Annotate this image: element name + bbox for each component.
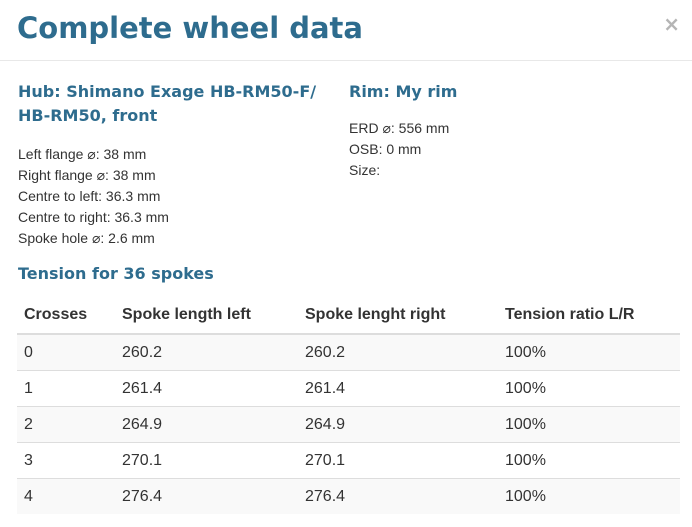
rim-section: Rim: My rim ERD ⌀: 556 mm OSB: 0 mm Size… (349, 80, 669, 181)
cell-crosses: 4 (17, 478, 115, 514)
cell-length-right: 260.2 (298, 333, 498, 371)
hub-spec-list: Left flange ⌀: 38 mm Right flange ⌀: 38 … (18, 144, 338, 249)
cell-tension-ratio: 100% (498, 333, 680, 371)
close-icon[interactable]: × (663, 12, 680, 36)
column-header-crosses: Crosses (17, 297, 115, 335)
rim-spec-osb: OSB: 0 mm (349, 141, 422, 157)
rim-spec-list: ERD ⌀: 556 mm OSB: 0 mm Size: (349, 118, 669, 181)
cell-tension-ratio: 100% (498, 442, 680, 479)
column-header-length-right: Spoke lenght right (298, 297, 498, 335)
cell-tension-ratio: 100% (498, 370, 680, 407)
cell-length-left: 264.9 (115, 406, 298, 443)
cell-tension-ratio: 100% (498, 478, 680, 514)
cell-length-right: 276.4 (298, 478, 498, 514)
cell-length-left: 276.4 (115, 478, 298, 514)
cell-length-left: 270.1 (115, 442, 298, 479)
cell-length-left: 260.2 (115, 333, 298, 371)
table-row: 1 261.4 261.4 100% (17, 370, 680, 407)
cell-length-right: 261.4 (298, 370, 498, 407)
column-header-length-left: Spoke length left (115, 297, 298, 335)
cell-length-right: 270.1 (298, 442, 498, 479)
hub-spec-left-flange: Left flange ⌀: 38 mm (18, 146, 147, 162)
hub-heading: Hub: Shimano Exage HB-RM50-F/ HB-RM50, f… (18, 82, 317, 125)
cell-crosses: 0 (17, 333, 115, 371)
hub-spec-right-flange: Right flange ⌀: 38 mm (18, 167, 156, 183)
cell-length-right: 264.9 (298, 406, 498, 443)
hub-section: Hub: Shimano Exage HB-RM50-F/ HB-RM50, f… (18, 80, 338, 249)
table-row: 2 264.9 264.9 100% (17, 406, 680, 443)
tension-heading: Tension for 36 spokes (18, 264, 214, 283)
tension-table: Crosses Spoke length left Spoke lenght r… (17, 297, 680, 514)
hub-spec-centre-right: Centre to right: 36.3 mm (18, 209, 169, 225)
cell-crosses: 2 (17, 406, 115, 443)
dialog-header: Complete wheel data × (0, 0, 692, 61)
rim-spec-erd: ERD ⌀: 556 mm (349, 120, 450, 136)
cell-crosses: 1 (17, 370, 115, 407)
cell-length-left: 261.4 (115, 370, 298, 407)
table-header-row: Crosses Spoke length left Spoke lenght r… (17, 297, 680, 335)
rim-heading: Rim: My rim (349, 82, 458, 101)
column-header-tension-ratio: Tension ratio L/R (498, 297, 680, 335)
table-row: 4 276.4 276.4 100% (17, 478, 680, 514)
dialog-title: Complete wheel data (17, 11, 363, 45)
table-row: 0 260.2 260.2 100% (17, 333, 680, 371)
cell-crosses: 3 (17, 442, 115, 479)
hub-spec-spoke-hole: Spoke hole ⌀: 2.6 mm (18, 230, 155, 246)
cell-tension-ratio: 100% (498, 406, 680, 443)
table-row: 3 270.1 270.1 100% (17, 442, 680, 479)
rim-spec-size: Size: (349, 162, 381, 178)
hub-spec-centre-left: Centre to left: 36.3 mm (18, 188, 161, 204)
